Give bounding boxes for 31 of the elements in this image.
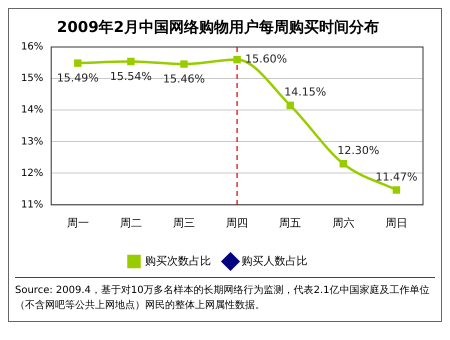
point <box>392 186 400 194</box>
y-tick-label: 16% <box>20 42 44 53</box>
data-label: 15.46% <box>163 72 205 86</box>
point <box>180 60 188 68</box>
data-label: 15.49% <box>56 71 99 84</box>
point <box>74 59 82 67</box>
x-tick-label: 周六 <box>332 216 354 230</box>
data-label: 12.30% <box>337 144 380 158</box>
y-tick-label: 12% <box>20 168 44 179</box>
point <box>233 56 241 64</box>
source-note: Source: 2009.4，基于对10万多名样本的长期网络行为监测，代表2.1亿中国家庭及工作单位（不含网吧等公共上网地点）网民的整体上网属性数据。 <box>15 284 431 313</box>
data-label: 11.47% <box>375 170 418 184</box>
data-label: 14.15% <box>284 86 326 99</box>
legend-label: 购买次数占比 <box>145 254 211 268</box>
x-tick-label: 周三 <box>173 216 196 230</box>
y-tick-label: 14% <box>20 104 44 116</box>
data-label: 15.54% <box>110 70 152 83</box>
x-tick-label: 周日 <box>385 216 408 230</box>
y-tick-label: 11% <box>20 199 44 210</box>
x-tick-label: 周一 <box>66 216 89 230</box>
x-tick-label: 周二 <box>120 216 142 230</box>
y-tick-label: 13% <box>20 136 44 148</box>
point <box>340 160 348 168</box>
x-tick-label: 周四 <box>226 216 248 230</box>
point <box>286 102 294 110</box>
point <box>127 58 135 66</box>
legend-label: 购买人数占比 <box>242 254 308 268</box>
chart-title: 2009年2月中国网络购物用户每周购买时间分布 <box>56 18 380 36</box>
data-label: 15.60% <box>245 52 288 66</box>
x-tick-label: 周五 <box>279 216 302 230</box>
y-tick-label: 15% <box>20 73 44 84</box>
